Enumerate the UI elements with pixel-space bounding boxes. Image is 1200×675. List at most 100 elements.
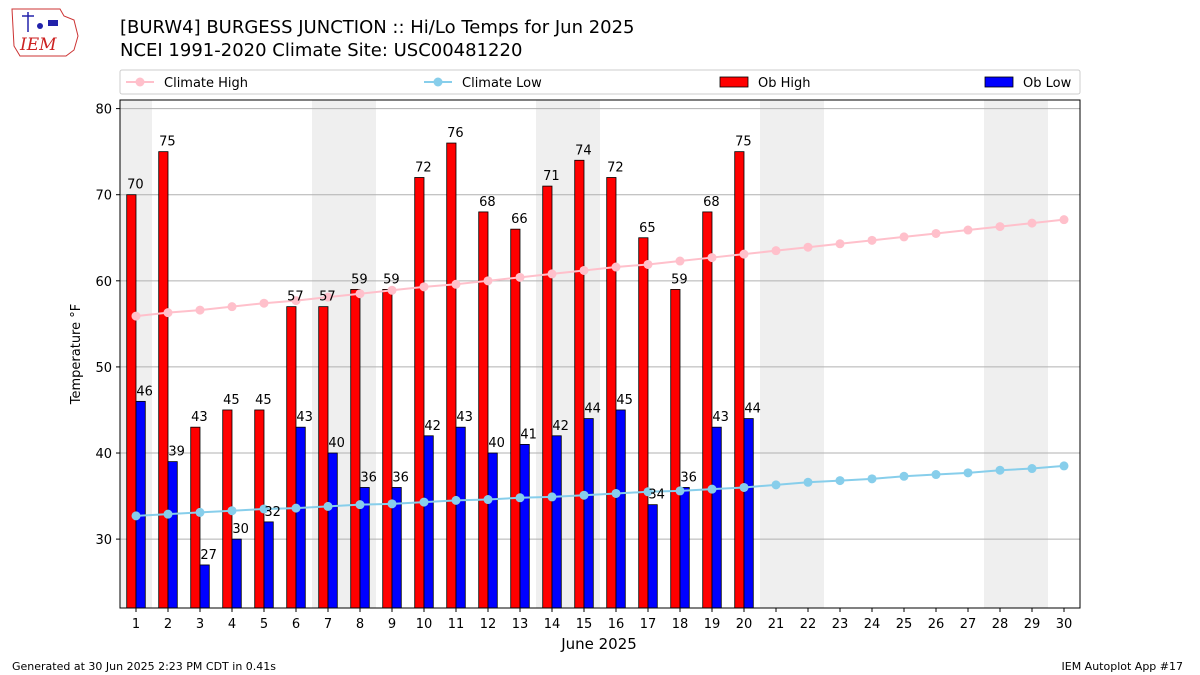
y-tick-label: 80	[95, 103, 112, 118]
ob-high-value-label: 74	[575, 143, 592, 158]
ob-low-bar	[167, 461, 178, 609]
x-tick-label: 8	[356, 617, 364, 632]
x-tick-label: 16	[608, 617, 625, 632]
x-tick-label: 11	[448, 617, 465, 632]
ob-low-value-label: 45	[616, 393, 633, 408]
ob-low-value-label: 43	[712, 410, 729, 425]
climate-high-point	[867, 235, 877, 245]
ob-low-bar	[455, 426, 466, 609]
climate-high-point	[259, 298, 269, 308]
ob-high-bar	[574, 159, 585, 609]
climate-high-point	[643, 259, 653, 269]
ob-high-bar	[318, 306, 329, 609]
ob-low-bar	[743, 418, 754, 609]
y-tick-label: 40	[95, 447, 112, 462]
x-tick-label: 6	[292, 617, 300, 632]
ob-low-bar	[263, 521, 274, 609]
ob-low-bar	[615, 409, 626, 609]
ob-low-value-label: 46	[136, 384, 153, 399]
ob-low-value-label: 42	[424, 419, 441, 434]
ob-low-bar	[231, 538, 242, 609]
ob-low-value-label: 40	[328, 436, 345, 451]
climate-low-point	[419, 497, 429, 507]
ob-low-value-label: 43	[456, 410, 473, 425]
climate-high-point	[483, 276, 493, 286]
ob-low-bar	[679, 487, 690, 609]
x-tick-label: 9	[388, 617, 396, 632]
plot-frame	[119, 99, 1081, 609]
climate-high-point	[739, 249, 749, 259]
ob-low-bar	[327, 452, 338, 609]
climate-low-point	[387, 499, 397, 509]
legend-ob-high-swatch	[719, 76, 749, 88]
climate-high-point	[675, 256, 685, 266]
ob-high-bar	[670, 289, 681, 609]
climate-high-point	[803, 242, 813, 252]
x-tick-label: 25	[896, 617, 913, 632]
chart-title: [BURW4] BURGESS JUNCTION :: Hi/Lo Temps …	[120, 17, 635, 38]
climate-low-point	[707, 484, 717, 494]
climate-high-point	[355, 289, 365, 299]
ob-low-value-label: 27	[200, 548, 217, 563]
ob-high-bar	[190, 426, 201, 609]
ob-high-bar	[702, 211, 713, 609]
climate-low-point	[259, 504, 269, 514]
ob-high-value-label: 72	[607, 160, 624, 175]
x-tick-label: 30	[1056, 617, 1073, 632]
climate-high-point	[771, 246, 781, 256]
climate-low-line	[135, 464, 1065, 517]
x-tick-label: 12	[480, 617, 497, 632]
x-tick-label: 2	[164, 617, 172, 632]
climate-high-point	[707, 253, 717, 263]
climate-low-point	[355, 500, 365, 510]
climate-high-point	[131, 311, 141, 321]
logo-text: IEM	[19, 35, 57, 55]
climate-high-point	[547, 269, 557, 279]
climate-low-point	[579, 490, 589, 500]
ob-low-bar	[519, 444, 530, 609]
climate-high-point	[227, 302, 237, 312]
ob-low-bar	[551, 435, 562, 609]
iem-logo: IEM	[11, 8, 79, 57]
ob-high-bar	[158, 151, 169, 609]
x-tick-label: 18	[672, 617, 689, 632]
x-tick-label: 28	[992, 617, 1009, 632]
climate-high-point	[1027, 218, 1037, 228]
ob-high-bar	[734, 151, 745, 609]
climate-low-point	[227, 506, 237, 516]
y-axis-label: Temperature °F	[69, 304, 84, 405]
ob-high-value-label: 43	[191, 410, 208, 425]
ob-low-bar	[135, 400, 146, 609]
generated-timestamp: Generated at 30 Jun 2025 2:23 PM CDT in …	[12, 660, 277, 673]
x-tick-label: 14	[544, 617, 561, 632]
y-tick-label: 30	[95, 533, 112, 548]
ob-high-value-label: 59	[351, 272, 368, 287]
ob-high-value-label: 75	[735, 135, 752, 150]
y-tick-label: 50	[95, 361, 112, 376]
ob-high-bar	[350, 289, 361, 609]
legend-ob-high-label: Ob High	[758, 76, 811, 91]
climate-low-point	[835, 476, 845, 486]
climate-high-point	[195, 305, 205, 315]
ob-high-bar	[382, 289, 393, 609]
ob-high-value-label: 65	[639, 221, 656, 236]
ob-low-value-label: 30	[232, 522, 249, 537]
ob-low-bar	[199, 564, 210, 609]
ob-high-bar	[542, 185, 553, 609]
ob-high-value-label: 57	[319, 290, 336, 305]
ob-low-value-label: 36	[360, 470, 377, 485]
ob-low-value-label: 34	[648, 488, 665, 503]
ob-low-value-label: 36	[680, 470, 697, 485]
climate-high-point	[611, 262, 621, 272]
climate-high-point	[291, 296, 301, 306]
climate-low-point	[131, 511, 141, 521]
climate-low-point	[163, 509, 173, 519]
ob-high-value-label: 45	[255, 393, 272, 408]
x-tick-label: 27	[960, 617, 977, 632]
ob-high-bar	[126, 194, 137, 609]
climate-high-point	[451, 279, 461, 289]
x-tick-label: 20	[736, 617, 753, 632]
y-tick-label: 70	[95, 189, 112, 204]
ob-high-bar	[286, 306, 297, 609]
